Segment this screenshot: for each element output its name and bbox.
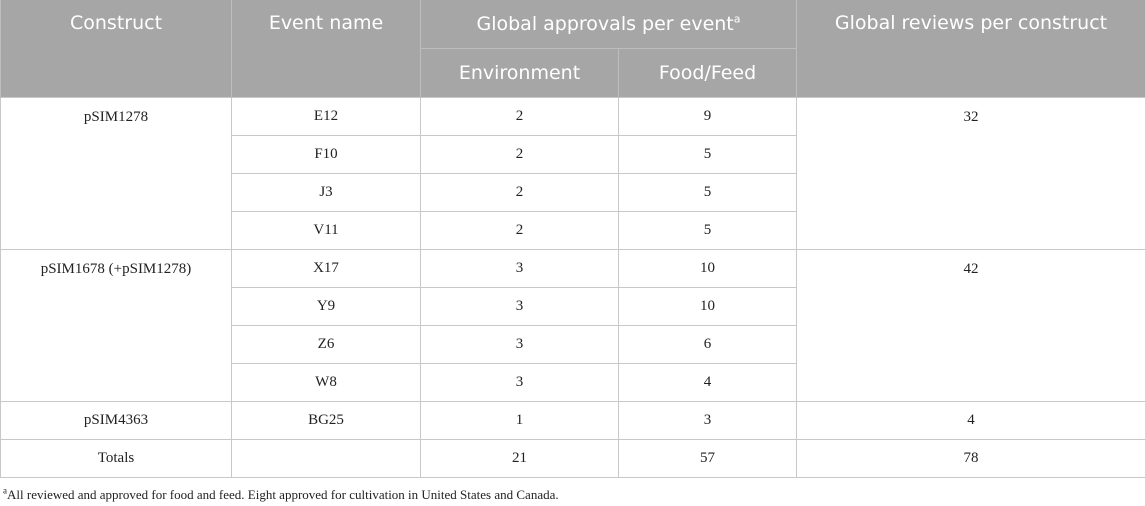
- environment-cell: 2: [420, 211, 619, 250]
- food-feed-cell: 6: [617, 325, 798, 364]
- header-global-approvals-label: Global approvals per event: [476, 13, 734, 35]
- header-event-name: Event name: [231, 0, 421, 98]
- environment-cell: 3: [420, 325, 619, 364]
- table-row: Z6 3 6: [1, 325, 1145, 364]
- totals-reviews: 78: [796, 439, 1145, 478]
- environment-cell: 3: [420, 363, 619, 402]
- construct-cell: pSIM4363: [0, 401, 232, 440]
- event-cell: W8: [231, 363, 421, 402]
- construct-cell: pSIM1678 (+pSIM1278): [0, 249, 232, 402]
- totals-environment: 21: [420, 439, 619, 478]
- totals-row: Totals 21 57 78: [0, 439, 1145, 478]
- table-header: Construct Event name Global approvals pe…: [0, 0, 1145, 98]
- header-environment: Environment: [420, 48, 619, 98]
- table-row: W8 3 4: [1, 363, 1145, 402]
- food-feed-cell: 3: [617, 401, 798, 440]
- food-feed-cell: 10: [617, 249, 798, 288]
- approvals-table: Construct Event name Global approvals pe…: [0, 0, 1145, 478]
- event-cell: E12: [231, 97, 421, 136]
- environment-cell: 2: [420, 173, 619, 212]
- table-row: pSIM4363 BG25 1 3 4: [0, 401, 1145, 440]
- header-global-reviews: Global reviews per construct: [796, 0, 1145, 98]
- event-cell: X17: [231, 249, 421, 288]
- header-construct: Construct: [0, 0, 232, 98]
- event-cell: V11: [231, 211, 421, 250]
- reviews-cell: 32: [796, 97, 1145, 250]
- food-feed-cell: 4: [617, 363, 798, 402]
- reviews-cell: 4: [796, 401, 1145, 440]
- totals-label: Totals: [0, 439, 232, 478]
- table-footnote: aAll reviewed and approved for food and …: [3, 485, 559, 503]
- table-row: pSIM1278 E12 2 9 32: [0, 97, 1145, 250]
- food-feed-cell: 5: [617, 135, 798, 174]
- construct-cell: pSIM1278: [0, 97, 232, 250]
- header-approvals-footnote-mark: a: [733, 12, 741, 26]
- table-row: F10 2 5: [1, 135, 1145, 174]
- totals-food-feed: 57: [617, 439, 798, 478]
- event-cell: F10: [231, 135, 421, 174]
- totals-event-cell: [231, 439, 421, 478]
- food-feed-cell: 5: [617, 173, 798, 212]
- food-feed-cell: 9: [617, 97, 798, 136]
- environment-cell: 2: [420, 135, 619, 174]
- header-food-feed: Food/Feed: [617, 48, 798, 98]
- environment-cell: 2: [420, 97, 619, 136]
- table-row: pSIM1678 (+pSIM1278) X17 3 10 42: [0, 249, 1145, 402]
- food-feed-cell: 5: [617, 211, 798, 250]
- footnote-mark: a: [3, 485, 7, 496]
- table-body: pSIM1278 E12 2 9 32 F10 2 5 J3 2 5 V11 2…: [0, 97, 1145, 478]
- event-cell: BG25: [231, 401, 421, 440]
- header-global-approvals: Global approvals per eventa: [419, 0, 798, 49]
- event-cell: Y9: [231, 287, 421, 326]
- event-cell: J3: [231, 173, 421, 212]
- event-cell: Z6: [231, 325, 421, 364]
- environment-cell: 3: [420, 249, 619, 288]
- table-row: V11 2 5: [1, 211, 1145, 250]
- food-feed-cell: 10: [617, 287, 798, 326]
- table-row: J3 2 5: [1, 173, 1145, 212]
- footnote-text: All reviewed and approved for food and f…: [7, 487, 559, 502]
- environment-cell: 1: [420, 401, 619, 440]
- reviews-cell: 42: [796, 249, 1145, 402]
- environment-cell: 3: [420, 287, 619, 326]
